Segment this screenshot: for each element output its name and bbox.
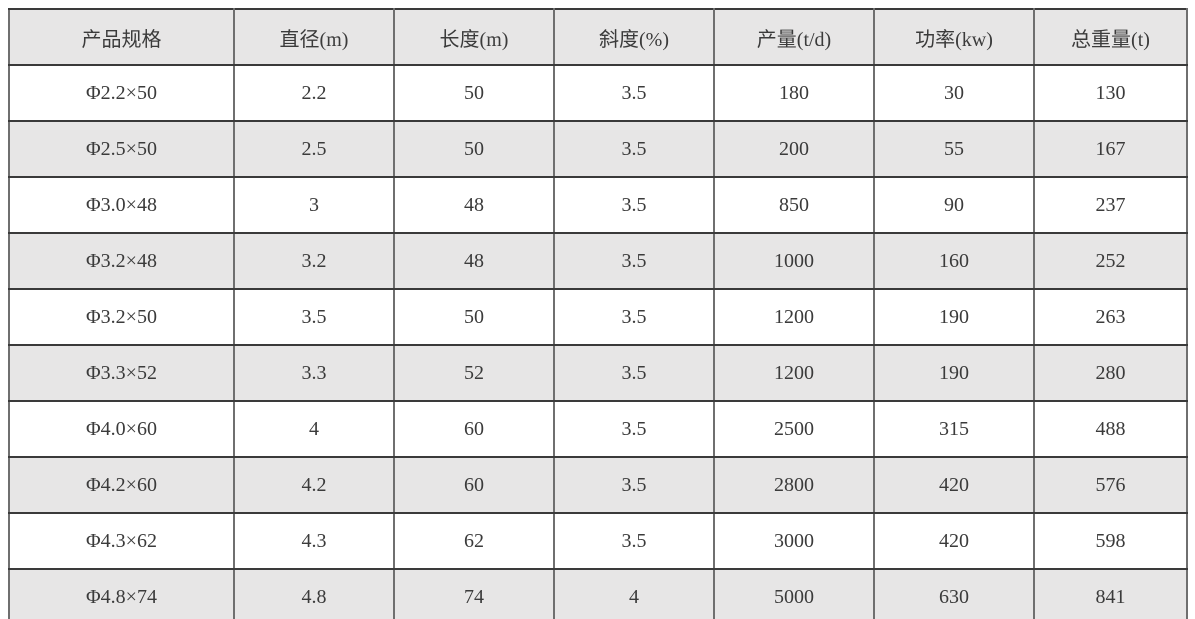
- cell-total-weight: 130: [1033, 64, 1188, 122]
- cell-power: 90: [873, 176, 1035, 234]
- table-row: Φ3.2×48 3.2 48 3.5 1000 160 252: [8, 232, 1188, 290]
- cell-product-spec: Φ4.3×62: [8, 512, 235, 570]
- table-row: Φ4.3×62 4.3 62 3.5 3000 420 598: [8, 512, 1188, 570]
- cell-output: 180: [713, 64, 875, 122]
- cell-power: 420: [873, 512, 1035, 570]
- cell-diameter: 3: [233, 176, 395, 234]
- cell-total-weight: 841: [1033, 568, 1188, 619]
- cell-power: 190: [873, 344, 1035, 402]
- cell-slope: 3.5: [553, 288, 715, 346]
- cell-power: 160: [873, 232, 1035, 290]
- cell-output: 1000: [713, 232, 875, 290]
- table-row: Φ3.3×52 3.3 52 3.5 1200 190 280: [8, 344, 1188, 402]
- cell-power: 630: [873, 568, 1035, 619]
- cell-total-weight: 598: [1033, 512, 1188, 570]
- cell-slope: 3.5: [553, 64, 715, 122]
- cell-total-weight: 263: [1033, 288, 1188, 346]
- col-header-length: 长度(m): [393, 8, 555, 66]
- cell-product-spec: Φ3.0×48: [8, 176, 235, 234]
- cell-length: 60: [393, 400, 555, 458]
- table-row: Φ3.2×50 3.5 50 3.5 1200 190 263: [8, 288, 1188, 346]
- table-row: Φ4.2×60 4.2 60 3.5 2800 420 576: [8, 456, 1188, 514]
- cell-diameter: 4: [233, 400, 395, 458]
- cell-diameter: 4.8: [233, 568, 395, 619]
- cell-slope: 3.5: [553, 400, 715, 458]
- cell-total-weight: 576: [1033, 456, 1188, 514]
- cell-output: 1200: [713, 288, 875, 346]
- col-header-power: 功率(kw): [873, 8, 1035, 66]
- cell-slope: 4: [553, 568, 715, 619]
- col-header-diameter: 直径(m): [233, 8, 395, 66]
- cell-total-weight: 167: [1033, 120, 1188, 178]
- table-row: Φ4.0×60 4 60 3.5 2500 315 488: [8, 400, 1188, 458]
- cell-length: 48: [393, 176, 555, 234]
- cell-length: 50: [393, 120, 555, 178]
- cell-length: 50: [393, 288, 555, 346]
- col-header-product-spec: 产品规格: [8, 8, 235, 66]
- cell-power: 55: [873, 120, 1035, 178]
- cell-power: 315: [873, 400, 1035, 458]
- cell-product-spec: Φ3.2×50: [8, 288, 235, 346]
- cell-slope: 3.5: [553, 344, 715, 402]
- cell-product-spec: Φ2.2×50: [8, 64, 235, 122]
- cell-slope: 3.5: [553, 456, 715, 514]
- product-spec-table: 产品规格 直径(m) 长度(m) 斜度(%) 产量(t/d) 功率(kw) 总重…: [8, 8, 1188, 619]
- cell-total-weight: 280: [1033, 344, 1188, 402]
- cell-slope: 3.5: [553, 512, 715, 570]
- header-row: 产品规格 直径(m) 长度(m) 斜度(%) 产量(t/d) 功率(kw) 总重…: [8, 8, 1188, 66]
- cell-length: 62: [393, 512, 555, 570]
- cell-diameter: 4.2: [233, 456, 395, 514]
- cell-product-spec: Φ4.0×60: [8, 400, 235, 458]
- cell-diameter: 2.2: [233, 64, 395, 122]
- col-header-total-weight: 总重量(t): [1033, 8, 1188, 66]
- table-row: Φ2.2×50 2.2 50 3.5 180 30 130: [8, 64, 1188, 122]
- table-row: Φ2.5×50 2.5 50 3.5 200 55 167: [8, 120, 1188, 178]
- cell-output: 3000: [713, 512, 875, 570]
- table-row: Φ4.8×74 4.8 74 4 5000 630 841: [8, 568, 1188, 619]
- cell-slope: 3.5: [553, 120, 715, 178]
- cell-output: 2800: [713, 456, 875, 514]
- col-header-output: 产量(t/d): [713, 8, 875, 66]
- cell-product-spec: Φ3.3×52: [8, 344, 235, 402]
- cell-product-spec: Φ2.5×50: [8, 120, 235, 178]
- cell-output: 850: [713, 176, 875, 234]
- cell-output: 2500: [713, 400, 875, 458]
- cell-length: 74: [393, 568, 555, 619]
- table-row: Φ3.0×48 3 48 3.5 850 90 237: [8, 176, 1188, 234]
- cell-power: 190: [873, 288, 1035, 346]
- cell-total-weight: 488: [1033, 400, 1188, 458]
- cell-power: 420: [873, 456, 1035, 514]
- cell-length: 48: [393, 232, 555, 290]
- col-header-slope: 斜度(%): [553, 8, 715, 66]
- cell-diameter: 4.3: [233, 512, 395, 570]
- cell-slope: 3.5: [553, 176, 715, 234]
- cell-output: 200: [713, 120, 875, 178]
- cell-total-weight: 237: [1033, 176, 1188, 234]
- cell-product-spec: Φ4.2×60: [8, 456, 235, 514]
- cell-diameter: 3.3: [233, 344, 395, 402]
- cell-power: 30: [873, 64, 1035, 122]
- cell-slope: 3.5: [553, 232, 715, 290]
- cell-output: 5000: [713, 568, 875, 619]
- cell-diameter: 2.5: [233, 120, 395, 178]
- cell-length: 50: [393, 64, 555, 122]
- cell-product-spec: Φ4.8×74: [8, 568, 235, 619]
- cell-product-spec: Φ3.2×48: [8, 232, 235, 290]
- cell-diameter: 3.5: [233, 288, 395, 346]
- cell-output: 1200: [713, 344, 875, 402]
- cell-length: 52: [393, 344, 555, 402]
- cell-length: 60: [393, 456, 555, 514]
- cell-total-weight: 252: [1033, 232, 1188, 290]
- cell-diameter: 3.2: [233, 232, 395, 290]
